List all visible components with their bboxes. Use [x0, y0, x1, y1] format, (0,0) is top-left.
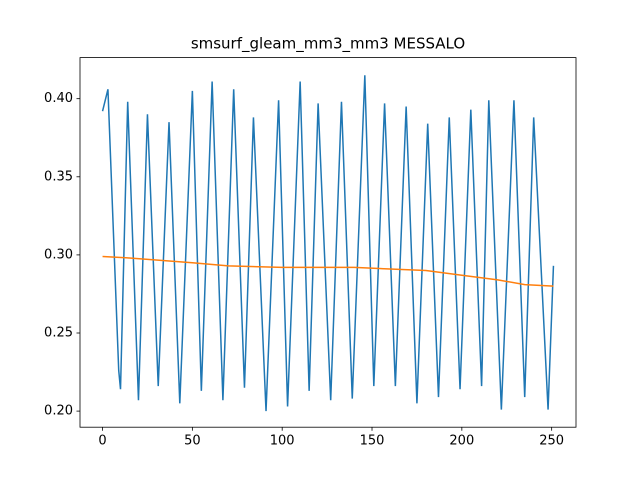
x-tick-label: 200: [449, 434, 474, 449]
y-tick-label: 0.35: [44, 169, 73, 184]
series-line: [102, 255, 554, 287]
x-tick-label: 150: [360, 434, 385, 449]
y-tick-label: 0.30: [44, 247, 73, 262]
x-tick-label: 50: [184, 434, 201, 449]
y-tick-label: 0.20: [44, 404, 73, 419]
plot-frame: [79, 57, 577, 428]
y-tick-label: 0.40: [44, 91, 73, 106]
x-tick-label: 0: [98, 434, 106, 449]
x-tick-label: 250: [539, 434, 564, 449]
x-tick-label: 100: [270, 434, 295, 449]
y-tick-label: 0.25: [44, 326, 73, 341]
series-line: [101, 75, 555, 412]
chart-title: smsurf_gleam_mm3_mm3 MESSALO: [191, 35, 465, 54]
